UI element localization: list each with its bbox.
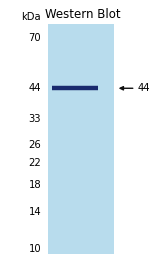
Text: 44kDa: 44kDa [137,83,150,93]
Text: 10: 10 [28,244,41,254]
Text: 18: 18 [28,180,41,190]
Text: kDa: kDa [21,12,41,22]
Text: 22: 22 [28,158,41,168]
Text: 14: 14 [28,207,41,217]
Text: Western Blot: Western Blot [45,8,120,21]
Text: 44: 44 [29,83,41,93]
Text: 70: 70 [28,33,41,43]
Text: 26: 26 [28,140,41,150]
Text: 33: 33 [29,114,41,124]
